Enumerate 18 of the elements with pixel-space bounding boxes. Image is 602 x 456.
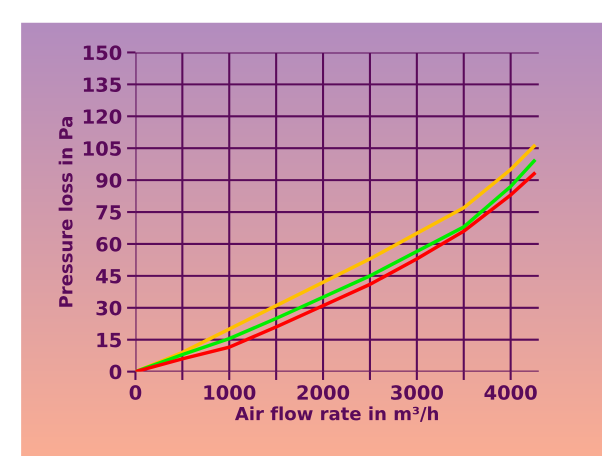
x-tick-label: 3000 xyxy=(391,385,443,400)
y-axis-title: Pressure loss in Pa xyxy=(58,117,73,307)
y-tick-label: 135 xyxy=(84,77,121,92)
y-tick-label: 30 xyxy=(96,300,122,316)
y-tick-label: 90 xyxy=(96,173,122,188)
x-tick-label: 0 xyxy=(130,385,142,400)
y-tick-label: 45 xyxy=(96,269,121,284)
x-tick-label: 1000 xyxy=(204,385,256,400)
x-tick-label: 2000 xyxy=(298,385,350,400)
y-tick-label: 0 xyxy=(110,364,122,380)
y-tick-label: 105 xyxy=(84,141,121,156)
y-tick-label: 60 xyxy=(96,236,122,252)
y-tick-label: 75 xyxy=(96,205,121,220)
x-axis-title: Air flow rate in m³/h xyxy=(234,406,438,422)
y-tick-label: 150 xyxy=(84,45,122,60)
y-tick-label: 120 xyxy=(84,109,122,124)
x-tick-label: 4000 xyxy=(484,385,537,400)
y-tick-label: 15 xyxy=(97,332,121,348)
